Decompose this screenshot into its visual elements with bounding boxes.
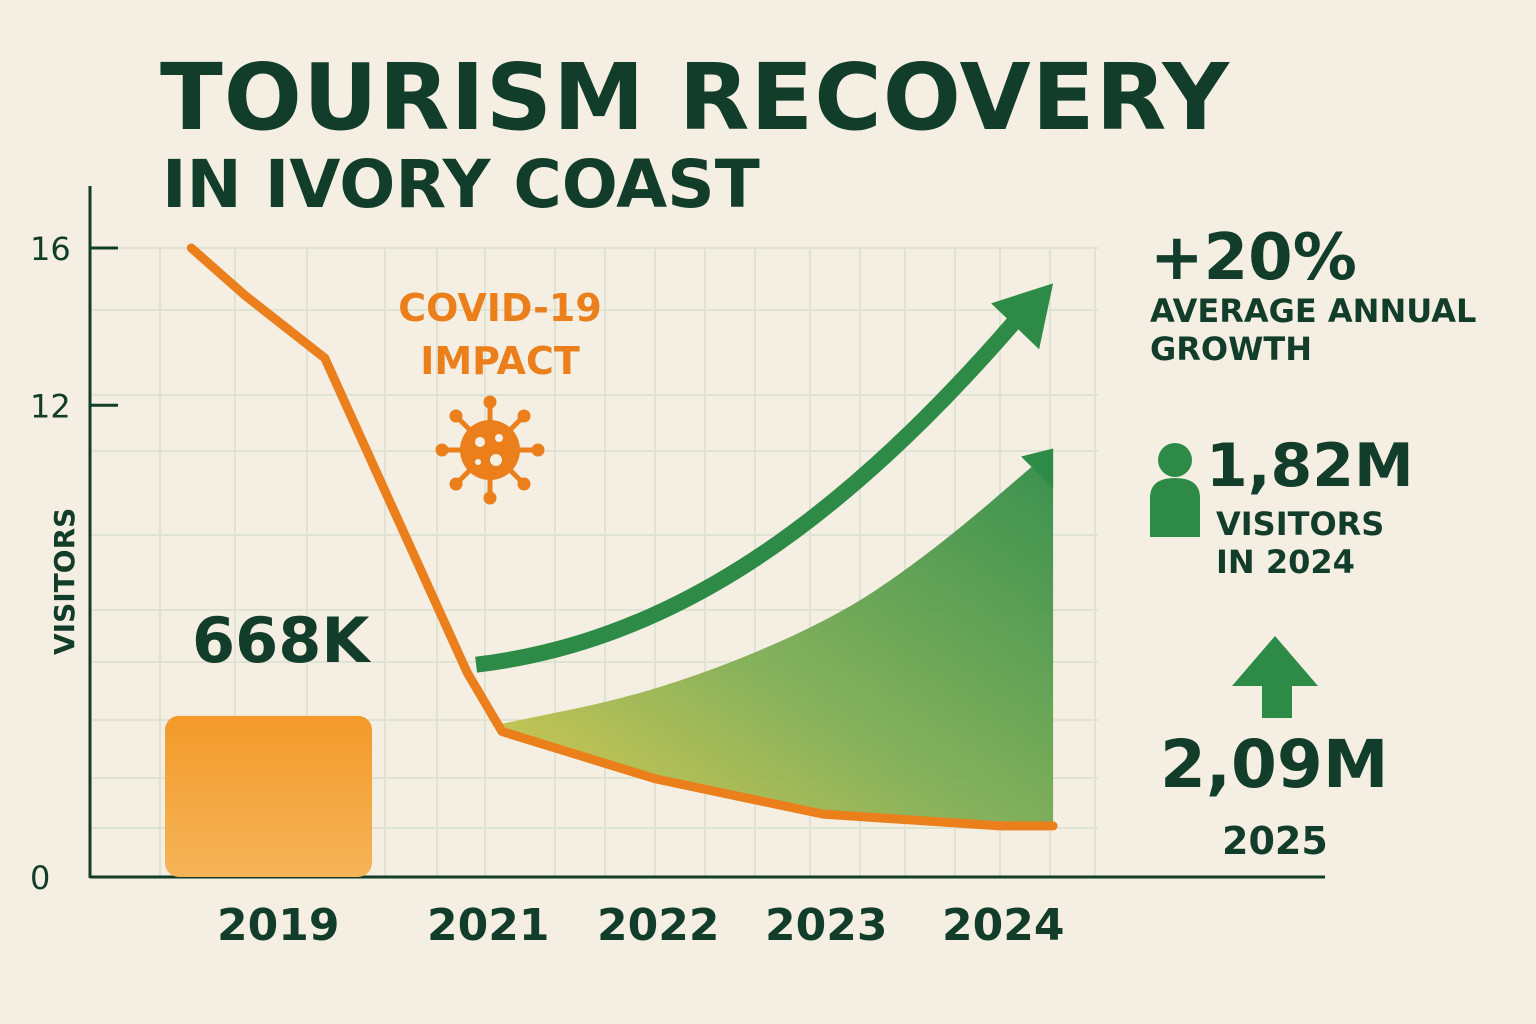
lines	[186, 243, 1058, 831]
bar-value-label: 668K	[192, 604, 371, 677]
y-tick-label: 16	[30, 230, 71, 268]
person-icon	[1150, 443, 1200, 537]
growth-area	[502, 448, 1054, 826]
x-tick-label: 2022	[597, 900, 719, 951]
covid-impact-label: COVID-19 IMPACT	[380, 282, 620, 388]
y-axis-label: VISITORS	[48, 508, 81, 655]
title-sub: IN IVORY COAST	[162, 146, 760, 223]
x-tick-label: 2024	[942, 900, 1064, 951]
virus-icon	[435, 395, 545, 505]
growth-label-line2: GROWTH	[1150, 330, 1313, 369]
area-tip	[1021, 448, 1054, 489]
y-tick-label: 12	[30, 387, 71, 425]
visitor-line	[186, 243, 1058, 831]
bars	[165, 715, 372, 877]
growth-arrow-head	[991, 283, 1054, 350]
x-tick-label: 2023	[765, 900, 887, 951]
up-arrow-icon	[1232, 636, 1318, 718]
bar-2019	[165, 715, 372, 877]
forecast-value: 2,09M	[1160, 726, 1389, 803]
arrow	[475, 283, 1054, 673]
growth-value: +20%	[1150, 221, 1357, 295]
forecast-year: 2025	[1222, 819, 1328, 863]
x-tick-label: 2021	[427, 900, 549, 951]
visitors-label-line1: VISITORS	[1216, 505, 1385, 543]
ticks: 16 12 0 2019 2021 2022 2023 2024	[30, 230, 1064, 951]
visitors-2024-label: VISITORS IN 2024	[1216, 505, 1384, 582]
y-tick-label: 0	[30, 859, 50, 897]
visitors-2024-value: 1,82M	[1206, 431, 1414, 501]
growth-arrow-shaft	[475, 318, 1020, 673]
x-tick-label: 2019	[217, 900, 339, 951]
title-main: TOURISM RECOVERY	[160, 44, 1231, 151]
visitors-label-line2: IN 2024	[1216, 543, 1355, 582]
covid-label-line1: COVID-19	[398, 286, 602, 330]
growth-label-line1: AVERAGE ANNUAL	[1150, 292, 1477, 330]
covid-label-line2: IMPACT	[420, 339, 580, 384]
growth-label: AVERAGE ANNUAL GROWTH	[1150, 292, 1476, 369]
area	[502, 448, 1054, 826]
